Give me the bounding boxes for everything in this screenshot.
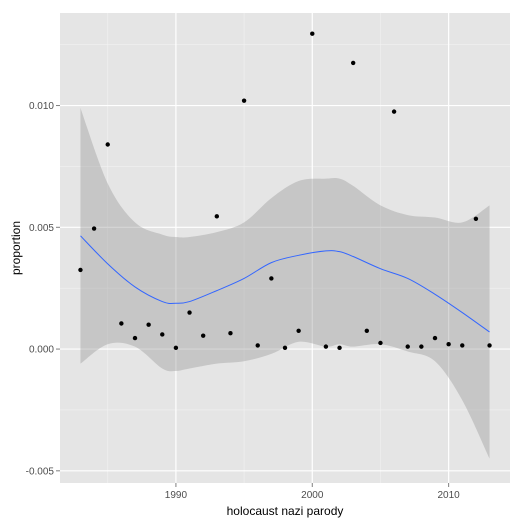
data-point [119, 321, 124, 326]
data-point [378, 340, 383, 346]
data-point [296, 328, 301, 333]
data-point [487, 343, 492, 348]
data-point [214, 214, 220, 219]
data-point [105, 142, 110, 147]
data-point [200, 333, 206, 338]
confidence-ribbon [80, 107, 490, 459]
data-point [91, 226, 97, 231]
data-point [419, 344, 424, 349]
data-point [337, 345, 342, 351]
data-point [269, 276, 274, 281]
data-point [350, 60, 356, 66]
data-point [228, 331, 233, 336]
y-axis-title: proportion [9, 221, 23, 275]
plot-panel [60, 13, 510, 483]
data-point [310, 31, 315, 36]
data-point [187, 310, 192, 315]
data-points [78, 31, 492, 351]
x-axis-title: holocaust nazi parody [227, 504, 344, 518]
smooth-trend-line [80, 235, 490, 333]
y-tick-label: -0.005 [26, 466, 55, 477]
data-point [460, 343, 465, 348]
data-point [473, 216, 479, 221]
x-tick-label: 2010 [438, 490, 461, 501]
y-axis-ticks: -0.005 0.000 0.005 0.010 [26, 101, 60, 477]
y-tick-label: 0.000 [29, 345, 54, 356]
data-point [160, 332, 165, 337]
y-tick-label: 0.010 [29, 101, 54, 112]
data-point [241, 98, 247, 103]
y-tick-label: 0.005 [29, 223, 54, 234]
data-point [391, 109, 397, 114]
x-tick-label: 1990 [165, 490, 188, 501]
data-point [78, 267, 83, 273]
major-gridlines [60, 13, 510, 483]
data-point [173, 345, 179, 351]
x-axis-ticks: 1990 2000 2010 [165, 483, 460, 501]
data-point [132, 335, 138, 341]
data-point [255, 343, 260, 348]
data-point [405, 344, 410, 349]
data-point [323, 344, 329, 349]
data-point [446, 341, 451, 347]
data-point [146, 322, 151, 327]
data-point [282, 345, 288, 351]
data-point [364, 328, 370, 333]
data-point [432, 335, 438, 341]
x-tick-label: 2000 [301, 490, 324, 501]
minor-gridlines [60, 13, 510, 483]
